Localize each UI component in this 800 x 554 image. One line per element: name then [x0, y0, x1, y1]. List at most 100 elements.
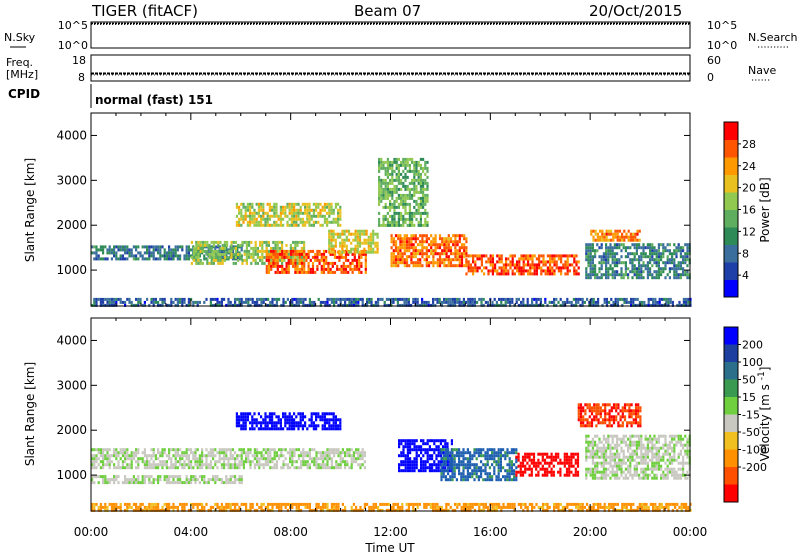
power-cell	[392, 297, 395, 301]
velocity-cell	[594, 434, 597, 438]
velocity-cell	[231, 454, 234, 458]
power-cell	[572, 297, 575, 301]
velocity-cell	[315, 418, 318, 422]
velocity-cell	[99, 448, 102, 452]
velocity-cell	[176, 460, 179, 464]
power-cell	[203, 254, 206, 258]
power-cell	[507, 272, 510, 276]
velocity-cell	[124, 478, 127, 482]
velocity-cell	[163, 451, 166, 455]
power-cell	[135, 303, 138, 307]
power-cell	[438, 237, 442, 241]
power-cell	[272, 255, 275, 259]
power-cell	[424, 163, 427, 167]
velocity-cell	[273, 412, 276, 416]
power-cell	[447, 255, 450, 259]
power-cell	[363, 250, 366, 254]
power-cell	[635, 258, 638, 262]
power-cell	[342, 261, 345, 265]
velocity-cell	[253, 454, 256, 458]
power-cell	[311, 267, 315, 271]
velocity-cell	[201, 451, 204, 455]
velocity-cell	[234, 457, 237, 461]
power-cell	[245, 261, 248, 265]
power-cell	[292, 255, 295, 259]
power-cell	[293, 214, 296, 218]
velocity-cell	[415, 457, 418, 461]
velocity-cell	[638, 446, 641, 450]
velocity-cell	[253, 448, 256, 452]
velocity-cell	[108, 463, 111, 467]
velocity-cell	[486, 454, 489, 458]
power-cell	[662, 252, 665, 256]
power-cell	[110, 300, 113, 304]
power-cell	[644, 252, 647, 256]
power-cell	[589, 246, 592, 250]
velocity-cell	[157, 451, 160, 455]
velocity-cell	[684, 434, 687, 438]
velocity-cell	[355, 460, 358, 464]
velocity-cell	[174, 451, 177, 455]
velocity-cell	[411, 448, 414, 452]
velocity-cell	[437, 439, 440, 443]
power-cell	[203, 257, 206, 261]
power-cell	[588, 300, 591, 304]
velocity-cell	[236, 454, 239, 458]
velocity-cell	[326, 460, 329, 464]
power-cell	[382, 193, 385, 197]
power-cell	[638, 276, 641, 280]
power-cell	[285, 249, 288, 253]
power-cell	[528, 303, 531, 307]
velocity-cell	[238, 454, 241, 458]
power-cell	[323, 217, 326, 221]
power-cell	[594, 252, 597, 256]
power-cell	[685, 303, 688, 307]
velocity-cell	[284, 463, 287, 467]
power-cell	[343, 250, 346, 254]
power-cell	[542, 263, 545, 267]
power-cell	[605, 261, 608, 265]
power-cell	[268, 202, 271, 206]
power-cell	[480, 263, 483, 267]
power-cell	[185, 248, 188, 252]
power-cell	[306, 220, 309, 224]
velocity-cell	[609, 434, 612, 438]
power-cell	[407, 300, 410, 304]
velocity-cell	[194, 478, 197, 482]
power-cell	[256, 261, 259, 265]
velocity-cell	[515, 466, 518, 470]
velocity-cell	[244, 424, 247, 428]
power-cell	[206, 243, 209, 247]
power-cell	[290, 214, 293, 218]
power-cell	[388, 297, 391, 301]
power-cell	[235, 223, 238, 227]
velocity-cell	[541, 452, 544, 456]
velocity-cell	[539, 467, 542, 471]
velocity-cell	[357, 448, 360, 452]
power-cell	[478, 266, 481, 270]
power-cell	[364, 267, 367, 271]
velocity-cell	[187, 457, 190, 461]
power-cell	[480, 260, 483, 264]
velocity-cell	[482, 478, 485, 482]
power-cell	[627, 273, 630, 277]
power-cell	[610, 303, 613, 307]
power-cell	[434, 249, 437, 253]
velocity-cell	[600, 440, 603, 444]
power-cell	[386, 160, 389, 164]
velocity-cell	[398, 469, 401, 473]
power-cell	[261, 258, 264, 262]
power-cell	[328, 220, 331, 224]
power-cell	[391, 169, 394, 173]
power-cell	[454, 246, 457, 250]
power-cell	[471, 303, 474, 307]
power-cell	[253, 217, 256, 221]
power-cell	[121, 248, 124, 252]
power-cell	[110, 257, 113, 261]
power-cell	[244, 211, 247, 215]
power-cell	[296, 240, 299, 244]
velocity-cell	[326, 463, 329, 467]
power-cell	[339, 241, 342, 245]
power-cell	[392, 252, 395, 256]
power-cell	[216, 297, 219, 301]
